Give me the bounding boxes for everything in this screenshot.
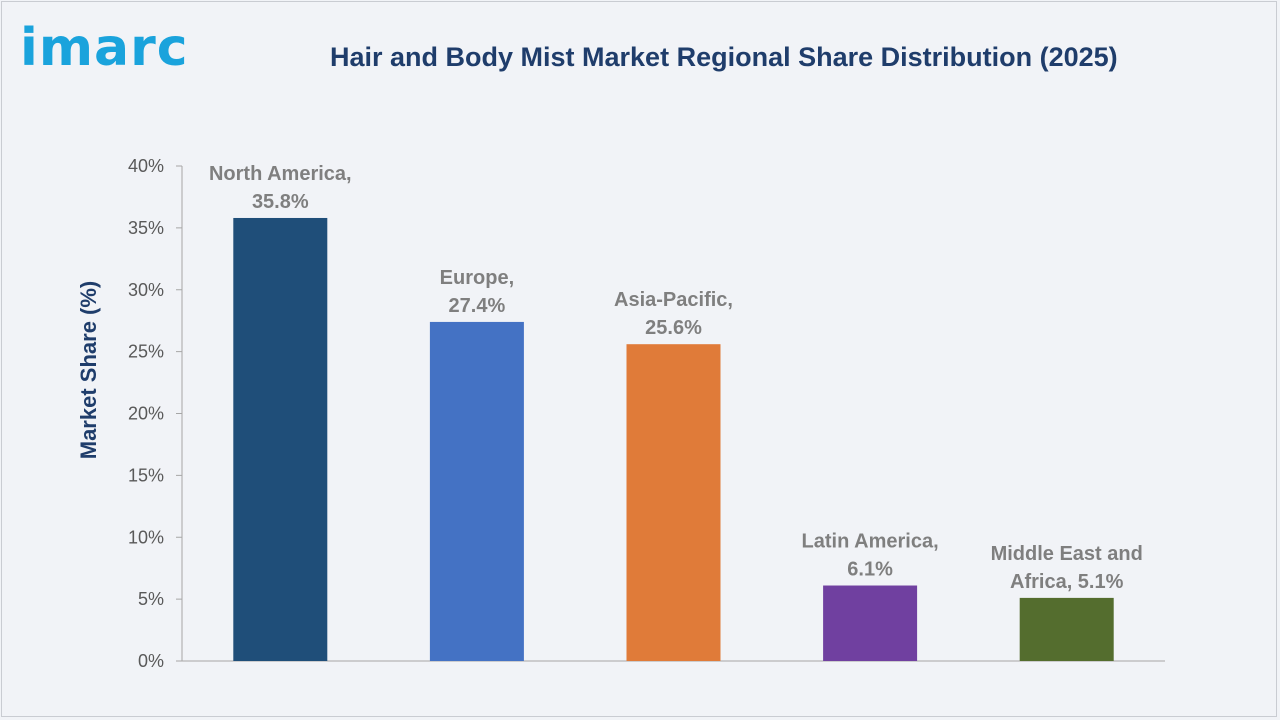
y-tick-label: 5% bbox=[138, 589, 164, 609]
y-tick-label: 20% bbox=[128, 404, 164, 424]
data-label: Asia-Pacific, bbox=[614, 289, 733, 311]
chart-title: Hair and Body Mist Market Regional Share… bbox=[330, 42, 1118, 72]
data-label: Africa, 5.1% bbox=[1010, 571, 1124, 593]
bar-europe bbox=[429, 321, 524, 661]
y-tick-label: 25% bbox=[128, 342, 164, 362]
data-labels: North America, 35.8% Europe, 27.4% Asia-Paci… bbox=[209, 163, 1143, 593]
data-label: 27.4% bbox=[449, 295, 506, 317]
data-label: Middle East and bbox=[991, 543, 1143, 565]
bar-asia-pacific bbox=[626, 344, 721, 661]
data-label: North America, bbox=[209, 163, 352, 185]
imarc-logo: imarc bbox=[20, 18, 189, 78]
y-tick-label: 10% bbox=[128, 527, 164, 547]
y-tick-label: 35% bbox=[128, 218, 164, 238]
bar-north-america bbox=[233, 217, 328, 661]
axes: 0% 5% 10% 15% 20% 25% 30% 35% 40% bbox=[128, 156, 1165, 671]
data-label: Europe, bbox=[440, 267, 514, 289]
bars bbox=[233, 217, 1114, 661]
data-label: 25.6% bbox=[645, 317, 702, 339]
y-tick-label: 30% bbox=[128, 280, 164, 300]
bar-middle-east-and-africa bbox=[1019, 597, 1114, 661]
y-tick-label: 15% bbox=[128, 465, 164, 485]
data-label: Latin America, bbox=[802, 531, 939, 553]
data-label: 35.8% bbox=[252, 191, 309, 213]
y-tick-label: 40% bbox=[128, 156, 164, 176]
bar-latin-america bbox=[823, 585, 918, 661]
y-axis-label: Market Share (%) bbox=[76, 281, 101, 460]
data-label: 6.1% bbox=[847, 559, 893, 581]
y-tick-label: 0% bbox=[138, 651, 164, 671]
